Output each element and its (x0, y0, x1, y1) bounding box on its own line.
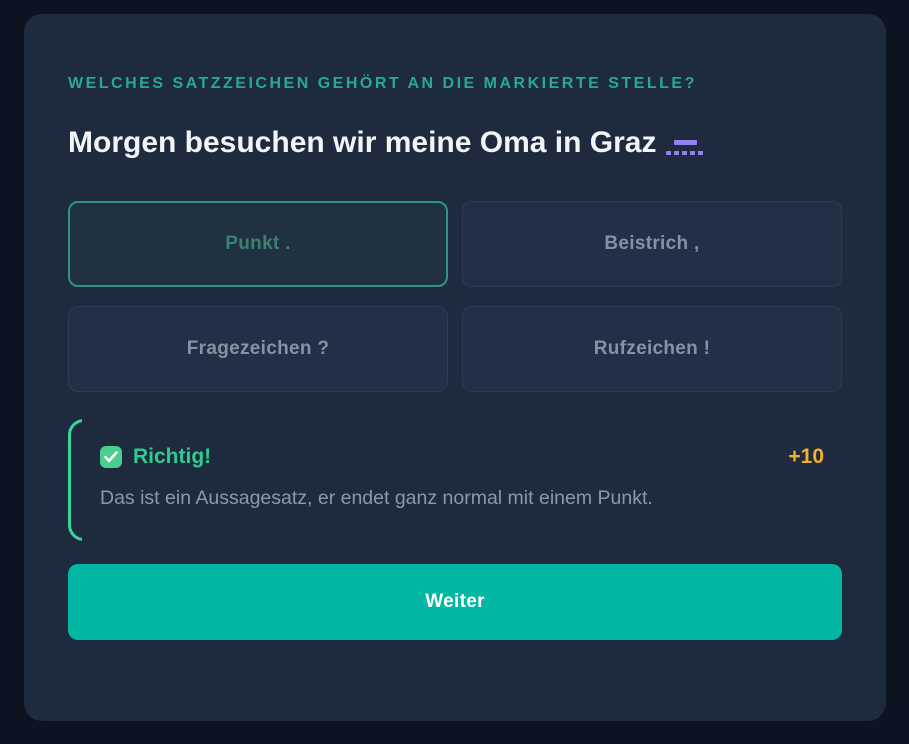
answer-button-rufzeichen[interactable]: Rufzeichen ! (462, 306, 842, 392)
quiz-card: WELCHES SATZZEICHEN GEHÖRT AN DIE MARKIE… (24, 14, 886, 721)
question-sentence-row: Morgen besuchen wir meine Oma in Graz (68, 122, 842, 163)
feedback-panel: Richtig! +10 Das ist ein Aussagesatz, er… (68, 419, 842, 541)
result-label: Richtig! (133, 445, 212, 468)
marked-blank-underline-icon (665, 122, 707, 155)
points-badge: +10 (788, 445, 824, 468)
feedback-accent-border (68, 419, 82, 541)
checkbox-check-icon (100, 446, 122, 468)
next-button[interactable]: Weiter (68, 564, 842, 640)
answer-button-punkt[interactable]: Punkt . (68, 201, 448, 287)
answers-grid: Punkt . Beistrich , Fragezeichen ? Rufze… (68, 201, 842, 392)
question-sentence: Morgen besuchen wir meine Oma in Graz (68, 126, 657, 159)
marked-blank-bar (673, 140, 697, 145)
answer-button-beistrich[interactable]: Beistrich , (462, 201, 842, 287)
answer-button-fragezeichen[interactable]: Fragezeichen ? (68, 306, 448, 392)
feedback-header: Richtig! +10 (100, 445, 842, 469)
marked-blank-dashes (665, 151, 706, 155)
question-heading: WELCHES SATZZEICHEN GEHÖRT AN DIE MARKIE… (68, 75, 697, 92)
feedback-explanation: Das ist ein Aussagesatz, er endet ganz n… (100, 487, 653, 509)
